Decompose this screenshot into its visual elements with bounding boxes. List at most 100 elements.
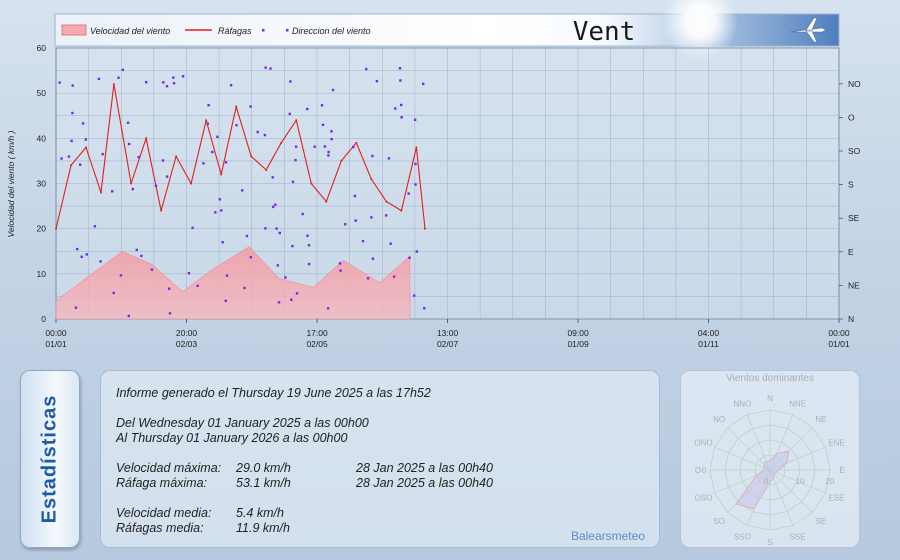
- direction-dot: [58, 81, 61, 84]
- direction-dot: [140, 254, 143, 258]
- direction-dot: [407, 192, 410, 195]
- direction-dot: [243, 286, 246, 290]
- direction-dot: [112, 291, 115, 295]
- direction-dot: [127, 142, 131, 146]
- direction-dot: [80, 255, 83, 258]
- direction-dot: [245, 234, 249, 238]
- x-tick-time: 00:00: [828, 328, 850, 338]
- brand-label: Balearsmeteo: [570, 529, 645, 543]
- report-generated: Informe generado el Thursday 19 June 202…: [116, 386, 431, 400]
- gust-point: [145, 137, 148, 140]
- direction-dot: [117, 76, 120, 79]
- direction-dot: [225, 274, 229, 277]
- y-tick-label: 40: [37, 133, 47, 143]
- direction-dot: [97, 77, 101, 81]
- direction-dot: [154, 184, 158, 187]
- direction-dot: [338, 262, 342, 265]
- direction-dot: [339, 269, 342, 272]
- y-tick-label: 10: [37, 269, 47, 279]
- direction-dot: [207, 104, 210, 107]
- gust-point: [295, 119, 298, 122]
- direction-dot: [353, 194, 357, 198]
- direction-dot: [306, 234, 309, 237]
- direction-dot: [76, 247, 79, 251]
- direction-dot: [291, 244, 294, 248]
- max-gust-when: 28 Jan 2025 a las 00h40: [356, 476, 493, 490]
- direction-dot: [121, 68, 124, 72]
- direction-tick-label: NE: [848, 280, 860, 290]
- direction-dot: [276, 264, 279, 267]
- stats-tab-label: Estadísticas: [38, 394, 61, 524]
- direction-dot: [352, 145, 355, 149]
- direction-dot: [274, 203, 277, 206]
- direction-tick-label: NO: [848, 79, 861, 89]
- direction-dot: [320, 104, 324, 107]
- direction-dot: [326, 307, 330, 310]
- direction-dot: [84, 138, 87, 141]
- direction-dot: [398, 67, 402, 70]
- gust-point: [130, 182, 133, 185]
- direction-dot: [67, 155, 71, 158]
- gust-point: [423, 227, 426, 230]
- direction-dot: [165, 175, 169, 178]
- direction-dot: [249, 105, 252, 108]
- x-axis: 00:0001/0120:0002/0317:0002/0513:0002/07…: [45, 319, 850, 349]
- rose-panel: [680, 370, 860, 548]
- direction-dot: [413, 294, 416, 297]
- direction-dot: [275, 227, 278, 230]
- direction-dot: [422, 82, 425, 86]
- direction-dot: [135, 248, 138, 252]
- direction-dot: [221, 241, 224, 244]
- direction-dot: [289, 80, 292, 83]
- gust-point: [385, 200, 388, 203]
- direction-dot: [370, 216, 373, 219]
- direction-dot: [241, 189, 244, 192]
- direction-dot: [301, 212, 304, 216]
- y-tick-label: 20: [37, 224, 47, 234]
- direction-dot: [224, 161, 228, 164]
- airplane-icon: [789, 17, 827, 43]
- direction-dot: [214, 211, 217, 214]
- direction-dot: [70, 139, 73, 143]
- legend-speed-label: Velocidad del viento: [90, 26, 170, 36]
- direction-dot: [371, 257, 375, 260]
- direction-dot: [389, 242, 392, 245]
- direction-tick-label: N: [848, 314, 854, 324]
- direction-dot: [277, 301, 281, 304]
- direction-dot: [264, 227, 267, 230]
- legend-direction-dot: [262, 29, 265, 32]
- legend-direction-label: Direccion del viento: [292, 26, 371, 36]
- x-tick-time: 17:00: [306, 328, 328, 338]
- direction-dot: [145, 81, 148, 84]
- direction-dot: [93, 225, 97, 228]
- direction-dot: [294, 158, 297, 162]
- direction-dot: [399, 79, 402, 82]
- y-tick-label: 50: [37, 88, 47, 98]
- direction-dot: [256, 130, 259, 134]
- y-axis-label: Velocidad del viento ( km/h ): [6, 130, 16, 237]
- direction-dot: [202, 162, 205, 165]
- direction-dot: [354, 219, 357, 222]
- direction-dot: [330, 137, 333, 141]
- direction-dot: [415, 250, 418, 253]
- report-to: Al Thursday 01 January 2026 a las 00h00: [116, 431, 348, 445]
- direction-dot: [249, 256, 252, 259]
- chart-legend: Velocidad del viento Ráfagas Direccion d…: [61, 24, 371, 36]
- direction-dot: [220, 209, 223, 212]
- direction-dot: [387, 157, 391, 160]
- max-speed-label: Velocidad máxima:: [116, 461, 222, 475]
- direction-dot: [60, 157, 63, 160]
- direction-dot: [85, 253, 88, 256]
- x-tick-time: 04:00: [698, 328, 720, 338]
- direction-dot: [162, 81, 165, 84]
- stats-tab[interactable]: Estadísticas: [20, 370, 80, 548]
- direction-dot: [414, 162, 417, 166]
- x-tick-date: 02/05: [306, 339, 328, 349]
- direction-dot: [385, 214, 388, 217]
- direction-dot: [127, 314, 130, 318]
- x-tick-time: 13:00: [437, 328, 459, 338]
- direction-dot: [272, 205, 275, 209]
- direction-dot: [216, 135, 219, 138]
- avg-gust-label: Ráfagas media:: [116, 521, 204, 535]
